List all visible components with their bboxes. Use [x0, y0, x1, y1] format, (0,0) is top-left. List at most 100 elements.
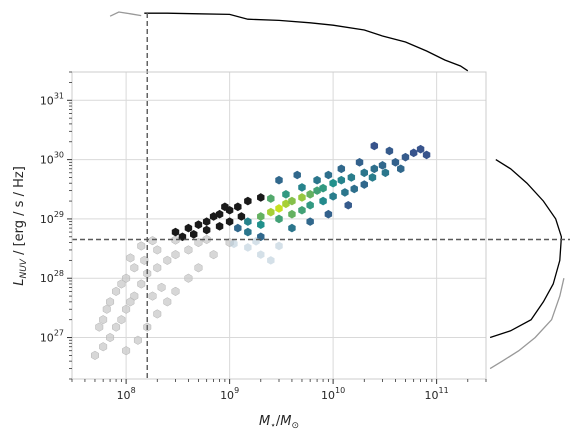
hexbin-cell	[347, 173, 356, 182]
y-tick-label: 1027	[40, 329, 64, 345]
x-tick-base: 10	[220, 389, 234, 402]
hexbin-cell	[267, 207, 275, 217]
x-tick-label: 1010	[321, 386, 345, 402]
hexbin-cell	[117, 315, 126, 325]
hexbin-cell	[298, 183, 306, 192]
hexbin-cell	[215, 222, 224, 231]
hexbin-cell	[288, 223, 296, 233]
hexbin-cell	[148, 236, 157, 246]
hexbin-cell	[282, 199, 290, 209]
hexbin-cell	[329, 178, 337, 188]
hexbin-cell	[184, 223, 193, 233]
hexbin-cell	[244, 227, 252, 237]
hexbin-cell	[225, 217, 234, 226]
x-tick-base: 10	[321, 389, 335, 402]
x-tick-label: 108	[117, 386, 136, 402]
y-label-L: L	[12, 279, 27, 286]
hexbin-cell	[360, 180, 368, 189]
hexbin-cell	[244, 196, 252, 206]
hexbin-cell	[381, 168, 390, 178]
hexbin-cell	[112, 286, 121, 296]
x-tick-exponent: 9	[234, 386, 239, 395]
y-tick-label: 1028	[40, 269, 64, 285]
hexbin-cell	[137, 279, 146, 289]
hexbin-cell	[313, 186, 321, 195]
hexbin-cell	[190, 230, 198, 239]
hexbin-cell	[275, 241, 283, 251]
x-tick-exponent: 10	[335, 386, 345, 395]
hexbin-cell	[319, 196, 327, 206]
hexbin-cell	[244, 243, 252, 252]
hexbin-cell	[112, 322, 121, 332]
hexbin-cell	[171, 250, 180, 260]
hexbin-cell	[341, 188, 349, 197]
hexbin-cell	[298, 205, 306, 215]
hexbin-cell	[148, 291, 157, 301]
hexbin-cell	[99, 315, 108, 325]
hexbin-cell	[324, 170, 333, 180]
x-label-mass: M	[259, 414, 270, 429]
x-tick-exponent: 11	[439, 386, 449, 395]
hexbin-cell	[194, 263, 203, 273]
hexbin-cell	[184, 245, 193, 255]
plot-background	[72, 72, 486, 379]
hexbin-cell	[244, 217, 252, 226]
hexbin-cell	[140, 255, 149, 265]
hexbin-cell	[153, 245, 162, 255]
hexbin-cell	[126, 253, 135, 263]
hexbin-cell	[194, 220, 203, 229]
y-tick-exponent: 28	[54, 269, 64, 278]
hexbin-cell	[122, 346, 131, 356]
hexbin-cell	[153, 263, 162, 273]
hexbin-cell	[102, 304, 111, 314]
hexbin-cell	[422, 150, 431, 160]
hexbin-cell	[153, 309, 162, 319]
hexbin-cell	[337, 175, 346, 185]
y-tick-base: 10	[40, 213, 54, 226]
hexbin-cell	[344, 200, 352, 210]
x-label-slash: /	[276, 414, 281, 429]
hexbin-cell	[337, 164, 346, 174]
x-label-sun-sub: ⊙	[291, 421, 299, 431]
hexbin-cell	[368, 173, 377, 182]
kde-top-selected-curve	[144, 12, 469, 72]
hexbin-cell	[117, 279, 126, 289]
hexbin-cell	[122, 273, 131, 283]
threshold-lines	[72, 13, 570, 379]
hexbin-cell	[319, 183, 327, 193]
hexbin-cell	[409, 148, 418, 158]
hexbin-cell	[194, 237, 203, 248]
hexbin-cell	[282, 190, 290, 199]
hexbin-cell	[126, 297, 135, 307]
hexbin-cell	[275, 204, 283, 213]
hexbin-cell	[391, 158, 400, 167]
hexbin-cell	[378, 161, 387, 170]
hexbin-cell	[324, 209, 333, 219]
hexbin-cell	[133, 335, 142, 345]
hexbin-cell	[306, 190, 314, 199]
hexbin-cell	[288, 196, 296, 206]
hexbin-cell	[234, 202, 242, 212]
hexbin-cell	[401, 152, 410, 162]
hexbin-cell	[257, 220, 265, 229]
kde-top-all-curve	[109, 11, 142, 17]
hexbin-cell	[209, 250, 218, 260]
hexbin-cell	[171, 227, 180, 237]
hexbin-cell	[234, 223, 242, 233]
x-axis-label: M⋆/M⊙	[259, 414, 299, 431]
hexbin-cell	[171, 286, 180, 296]
hexbin-cell	[257, 250, 265, 259]
y-tick-label: 1031	[40, 91, 64, 107]
x-tick-base: 10	[425, 389, 439, 402]
hexbin-cell	[350, 184, 358, 194]
hexbin-cell	[370, 164, 379, 174]
y-label-units: / [erg / s / Hz]	[12, 166, 27, 259]
hexbin-cell	[106, 297, 115, 307]
hexbin-cell	[306, 217, 314, 226]
x-label-msun: M	[280, 414, 291, 429]
kde-right-all-curve	[489, 278, 565, 370]
hexbin-cell	[99, 342, 108, 352]
y-label-sub: NUV	[19, 258, 29, 278]
y-tick-base: 10	[40, 154, 54, 167]
